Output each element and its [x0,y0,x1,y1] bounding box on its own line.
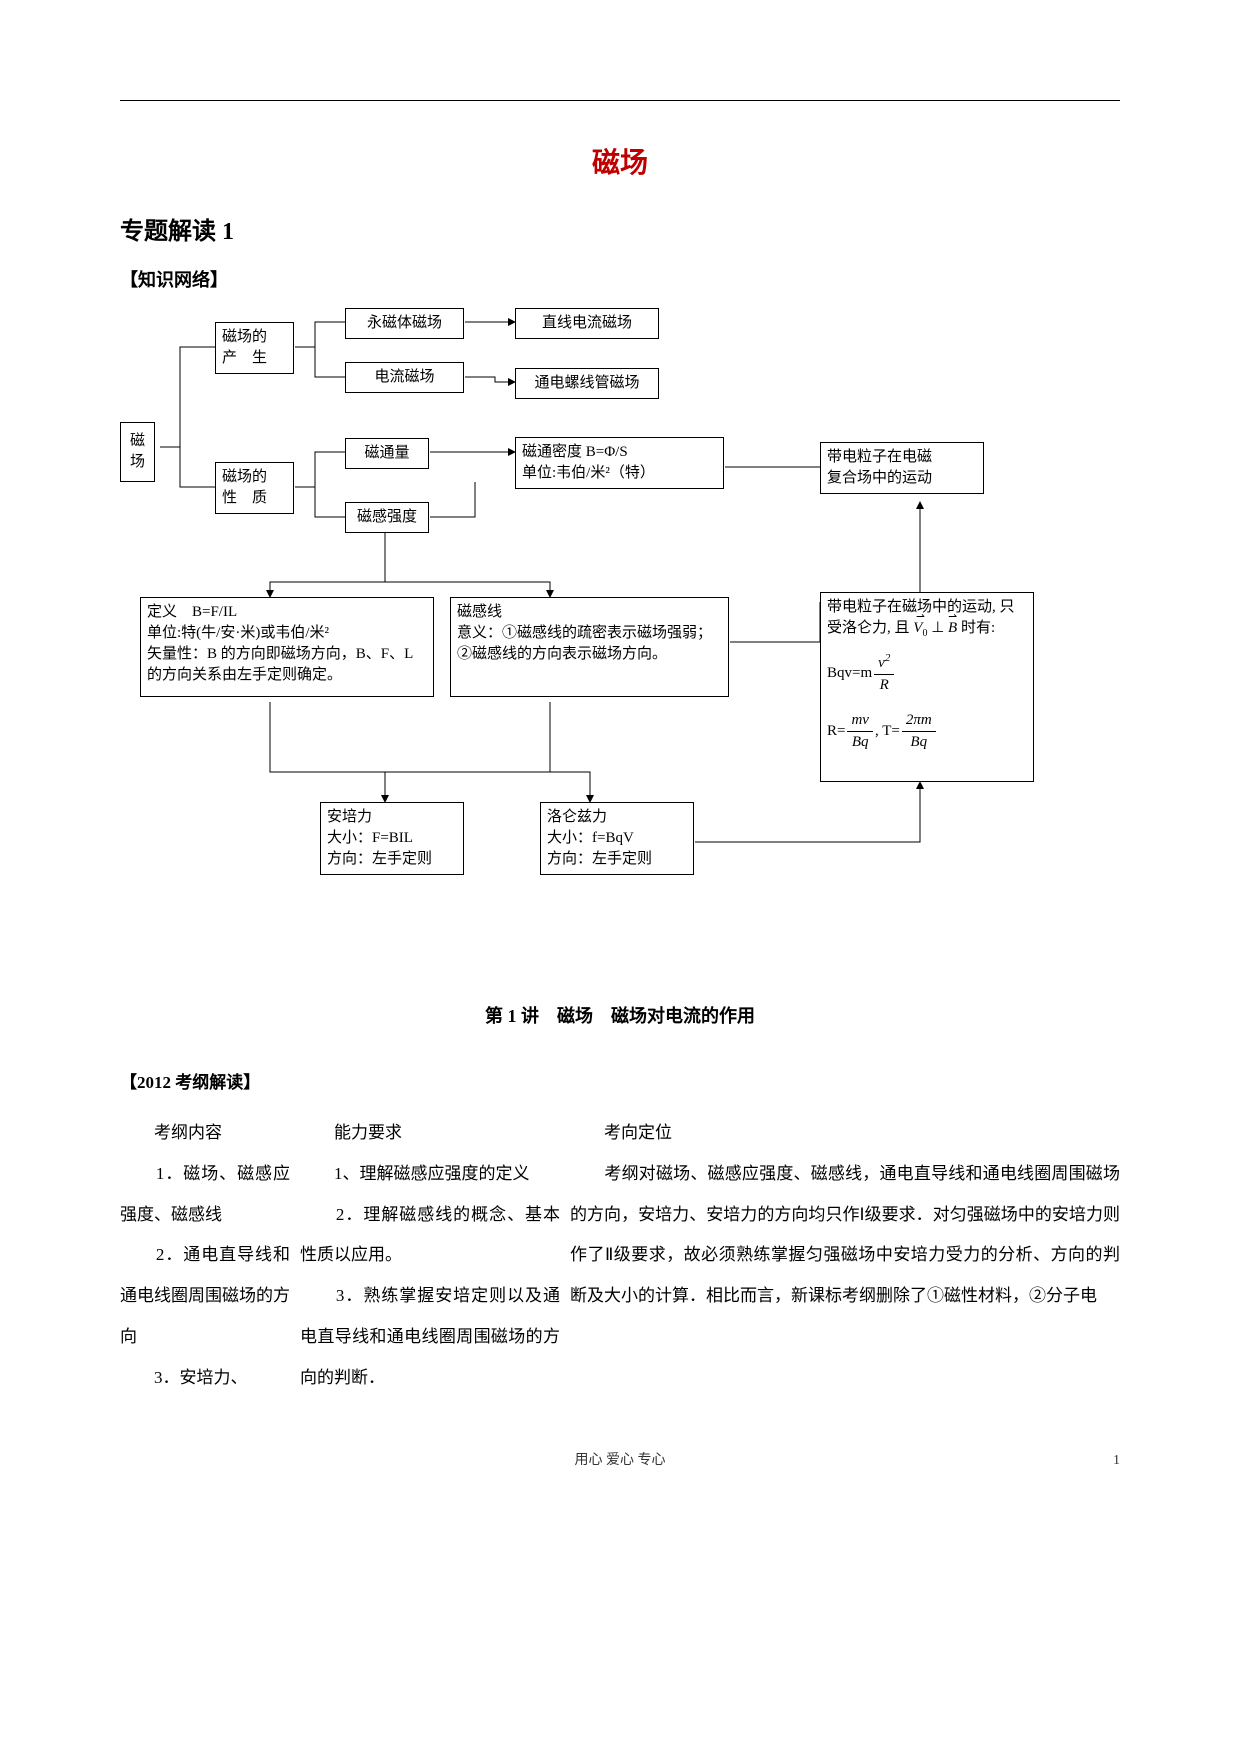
page-footer: 用心 爱心 专心 1 [120,1449,1120,1469]
box-comp: 带电粒子在电磁 复合场中的运动 [820,442,984,494]
h3: 考向定位 [570,1113,1120,1154]
t: 磁场的 产 生 [222,329,267,366]
h1: 考纲内容 [120,1113,290,1154]
box-gen: 磁场的 产 生 [215,322,294,374]
box-flux: 磁通量 [345,438,429,469]
knowledge-heading: 【知识网络】 [120,266,1120,292]
box-wire: 直线电流磁场 [515,308,659,339]
box-amp: 安培力 大小：F=BIL 方向：左手定则 [320,802,464,875]
c1: 1．磁场、磁感应强度、磁感线 2．通电直导线和通电线圈周围磁场的方向 3．安培力… [120,1154,290,1399]
t: 磁 场 [130,433,145,470]
exam-heading: 【2012 考纲解读】 [120,1068,1120,1093]
lecture-title: 第 1 讲 磁场 磁场对电流的作用 [120,1002,1120,1028]
box-fluxdens: 磁通密度 B=Φ/S 单位:韦伯/米²（特） [515,437,724,489]
box-root: 磁 场 [120,422,155,482]
section-heading: 专题解读 1 [120,211,1120,246]
col2: 能力要求 1、理解磁感应强度的定义 2．理解磁感线的概念、基本性质以应用。 3．… [300,1113,570,1399]
box-sol: 通电螺线管磁场 [515,368,659,399]
t: 定义 B=F/IL 单位:特(牛/安·米)或韦伯/米² 矢量性：B 的方向即磁场… [147,604,413,683]
c2: 1、理解磁感应强度的定义 2．理解磁感线的概念、基本性质以应用。 3．熟练掌握安… [300,1154,560,1399]
t: 带电粒子在电磁 复合场中的运动 [827,449,932,486]
exam-table: 考纲内容 1．磁场、磁感应强度、磁感线 2．通电直导线和通电线圈周围磁场的方向 … [120,1113,1120,1399]
motion-f1: Bqv=mv2R [827,651,1027,696]
c3: 考纲对磁场、磁感应强度、磁感线，通电直导线和通电线圈周围磁场的方向，安培力、安培… [570,1154,1120,1317]
box-motion: 带电粒子在磁场中的运动, 只受洛仑力, 且 ⇀V0 ⊥ ⇀B 时有: Bqv=m… [820,592,1034,782]
motion-f2: R=mvBq, T=2πmBq [827,710,1027,753]
t: 磁场的 性 质 [222,469,267,506]
col3: 考向定位 考纲对磁场、磁感应强度、磁感线，通电直导线和通电线圈周围磁场的方向，安… [570,1113,1120,1399]
box-perm: 永磁体磁场 [345,308,464,339]
box-prop: 磁场的 性 质 [215,462,294,514]
hr-top [120,100,1120,101]
footer-text: 用心 爱心 专心 [575,1453,666,1468]
t: 磁通密度 B=Φ/S 单位:韦伯/米²（特） [522,444,655,481]
t: 安培力 大小：F=BIL 方向：左手定则 [327,809,432,867]
v0perpB: ⇀V0 ⊥ ⇀B 时有: [913,620,995,636]
h2: 能力要求 [300,1113,560,1154]
box-def: 定义 B=F/IL 单位:特(牛/安·米)或韦伯/米² 矢量性：B 的方向即磁场… [140,597,434,697]
box-lines: 磁感线 意义：①磁感线的疏密表示磁场强弱；②磁感线的方向表示磁场方向。 [450,597,729,697]
lhs: Bqv=m [827,665,872,681]
col1: 考纲内容 1．磁场、磁感应强度、磁感线 2．通电直导线和通电线圈周围磁场的方向 … [120,1113,300,1399]
t: 磁感线 意义：①磁感线的疏密表示磁场强弱；②磁感线的方向表示磁场方向。 [457,604,712,662]
knowledge-diagram: 磁 场 磁场的 产 生 磁场的 性 质 永磁体磁场 电流磁场 直线电流磁场 通电… [120,302,1100,942]
t: , T= [875,723,900,739]
page-number: 1 [1113,1453,1120,1469]
box-curr: 电流磁场 [345,362,464,393]
box-lor: 洛仑兹力 大小：f=BqV 方向：左手定则 [540,802,694,875]
r: R= [827,723,845,739]
t: 洛仑兹力 大小：f=BqV 方向：左手定则 [547,809,652,867]
page-title: 磁场 [120,141,1120,181]
box-dens: 磁感强度 [345,502,429,533]
